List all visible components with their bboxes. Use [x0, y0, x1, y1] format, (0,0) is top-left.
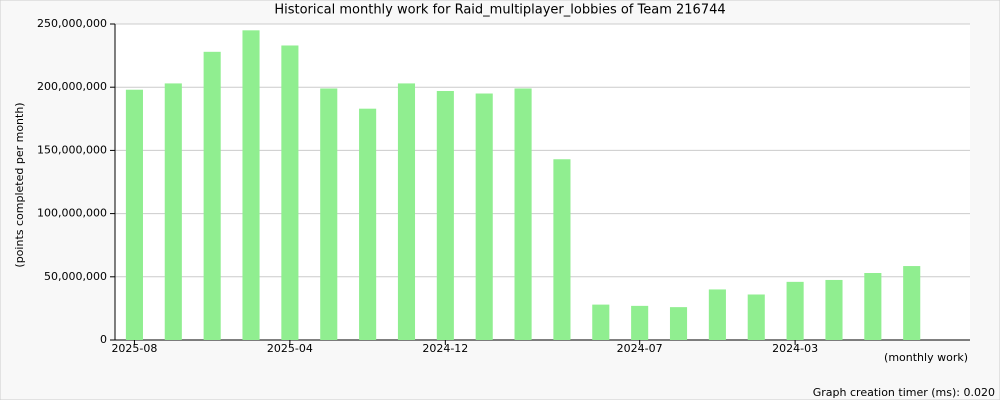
bar — [786, 281, 804, 340]
bar — [553, 159, 571, 340]
x-tick-label: 2024-07 — [617, 342, 663, 355]
x-axis-label: (monthly work) — [884, 351, 968, 364]
bar — [203, 51, 221, 341]
bar — [592, 304, 610, 340]
bar — [708, 289, 726, 340]
x-tick-label: 2025-08 — [111, 342, 157, 355]
bar — [631, 305, 649, 340]
bar — [436, 90, 454, 340]
bar — [475, 93, 493, 341]
bar — [514, 88, 532, 341]
y-tick-label: 100,000,000 — [37, 207, 107, 220]
bar — [320, 88, 338, 341]
bar — [669, 307, 688, 340]
bar — [864, 273, 882, 340]
y-tick-label: 150,000,000 — [37, 143, 107, 156]
bar — [903, 266, 921, 340]
y-axis-label: (points completed per month) — [13, 102, 26, 267]
y-tick-label: 250,000,000 — [37, 17, 107, 30]
x-tick-label: 2024-03 — [772, 342, 818, 355]
y-tick-label: 200,000,000 — [37, 80, 107, 93]
footer: Graph creation timer (ms): 0.020 — [813, 386, 995, 399]
y-tick-label: 0 — [100, 333, 107, 346]
y-tick-label: 50,000,000 — [44, 270, 107, 283]
chart-title: Historical monthly work for Raid_multipl… — [274, 3, 725, 18]
bar — [164, 83, 182, 341]
bar — [242, 30, 260, 340]
bar — [125, 89, 143, 340]
x-tick-label: 2025-04 — [267, 342, 313, 355]
x-tick-label: 2024-12 — [422, 342, 468, 355]
bar — [397, 83, 416, 341]
bar — [281, 45, 299, 340]
bar — [825, 279, 843, 340]
bar — [747, 294, 765, 340]
bar — [359, 108, 377, 340]
